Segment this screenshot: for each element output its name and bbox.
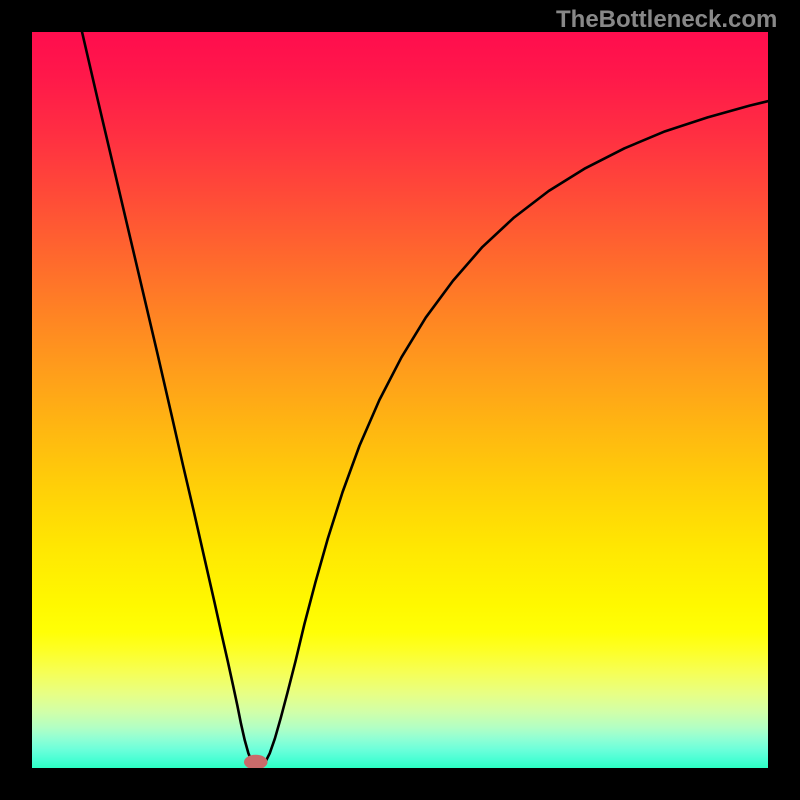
chart-svg <box>32 32 768 768</box>
watermark-text: TheBottleneck.com <box>556 6 777 34</box>
gradient-background <box>32 32 768 768</box>
plot-area <box>32 32 768 768</box>
